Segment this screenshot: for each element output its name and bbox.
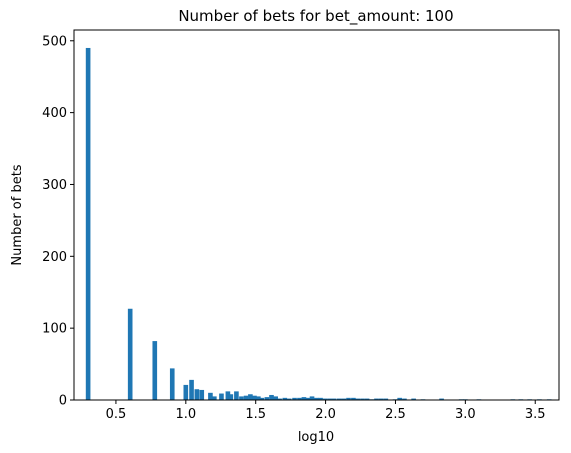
histogram-bar bbox=[355, 398, 361, 400]
histogram-bar bbox=[85, 47, 91, 400]
histogram-bar bbox=[286, 398, 292, 400]
histogram-bar bbox=[397, 397, 402, 400]
histogram-bar bbox=[252, 395, 257, 400]
y-tick-label: 100 bbox=[42, 322, 67, 337]
histogram-bar bbox=[411, 398, 416, 400]
x-tick-label: 1.5 bbox=[245, 407, 266, 422]
histogram-bar bbox=[318, 397, 323, 400]
histogram-bar bbox=[199, 389, 205, 400]
histogram-bar bbox=[341, 398, 347, 400]
histogram-bar bbox=[269, 394, 274, 400]
y-tick-label: 400 bbox=[42, 106, 67, 121]
histogram-bar bbox=[256, 396, 261, 400]
x-tick-label: 0.5 bbox=[106, 407, 127, 422]
y-tick-label: 0 bbox=[59, 394, 67, 409]
histogram-bar bbox=[331, 398, 337, 400]
x-tick-label: 2.5 bbox=[385, 407, 406, 422]
y-tick-label: 200 bbox=[42, 250, 67, 265]
histogram-bar bbox=[273, 396, 279, 400]
histogram-bar bbox=[127, 308, 133, 400]
histogram-bar bbox=[239, 396, 244, 400]
histogram-bar bbox=[297, 397, 302, 400]
y-tick-label: 500 bbox=[42, 34, 67, 49]
histogram-bar bbox=[309, 396, 315, 400]
chart-title: Number of bets for bet_amount: 100 bbox=[178, 7, 453, 26]
bars-group bbox=[85, 47, 552, 400]
x-tick-label: 1.0 bbox=[175, 407, 196, 422]
histogram-bar bbox=[305, 397, 311, 400]
histogram-bar bbox=[243, 395, 249, 400]
x-axis: 0.5 1.0 1.5 2.0 2.5 3.0 3.5 bbox=[106, 400, 546, 422]
histogram-bar bbox=[183, 384, 189, 400]
histogram-bar bbox=[228, 394, 234, 400]
histogram-bar bbox=[259, 397, 265, 400]
histogram-bar bbox=[212, 396, 217, 400]
y-tick-label: 300 bbox=[42, 178, 67, 193]
histogram-bar bbox=[277, 398, 282, 400]
histogram-bar bbox=[194, 389, 200, 400]
x-tick-label: 2.0 bbox=[315, 407, 336, 422]
histogram-bar bbox=[264, 397, 270, 400]
histogram-bar bbox=[169, 368, 175, 400]
x-tick-label: 3.0 bbox=[455, 407, 476, 422]
histogram-bar bbox=[439, 398, 444, 400]
histogram-bar bbox=[351, 397, 356, 400]
histogram-bar bbox=[378, 398, 384, 400]
histogram-bar bbox=[322, 398, 328, 400]
histogram-bar bbox=[360, 398, 365, 400]
histogram-bar bbox=[346, 397, 351, 400]
histogram-bar bbox=[282, 397, 288, 400]
histogram-bar bbox=[248, 394, 253, 400]
histogram-bar bbox=[336, 398, 342, 400]
histogram-bar bbox=[314, 397, 319, 400]
histogram-bar bbox=[327, 398, 332, 400]
histogram-bar bbox=[364, 398, 370, 400]
y-axis-label: Number of bets bbox=[10, 164, 25, 265]
histogram-bar bbox=[208, 392, 213, 400]
histogram-bar bbox=[219, 393, 224, 400]
plot-frame bbox=[73, 29, 560, 401]
x-tick-label: 3.5 bbox=[525, 407, 546, 422]
histogram-bar bbox=[189, 379, 194, 400]
histogram-bar bbox=[234, 391, 239, 400]
x-axis-label: log10 bbox=[298, 430, 334, 445]
histogram-bar bbox=[402, 398, 407, 400]
histogram-bar bbox=[301, 397, 307, 400]
histogram-bar bbox=[225, 391, 231, 400]
histogram-bar bbox=[152, 341, 158, 400]
histogram-bar bbox=[374, 398, 379, 400]
y-axis: 0 100 200 300 400 500 bbox=[42, 34, 74, 409]
histogram-bar bbox=[383, 398, 389, 400]
histogram-bar bbox=[292, 397, 297, 400]
